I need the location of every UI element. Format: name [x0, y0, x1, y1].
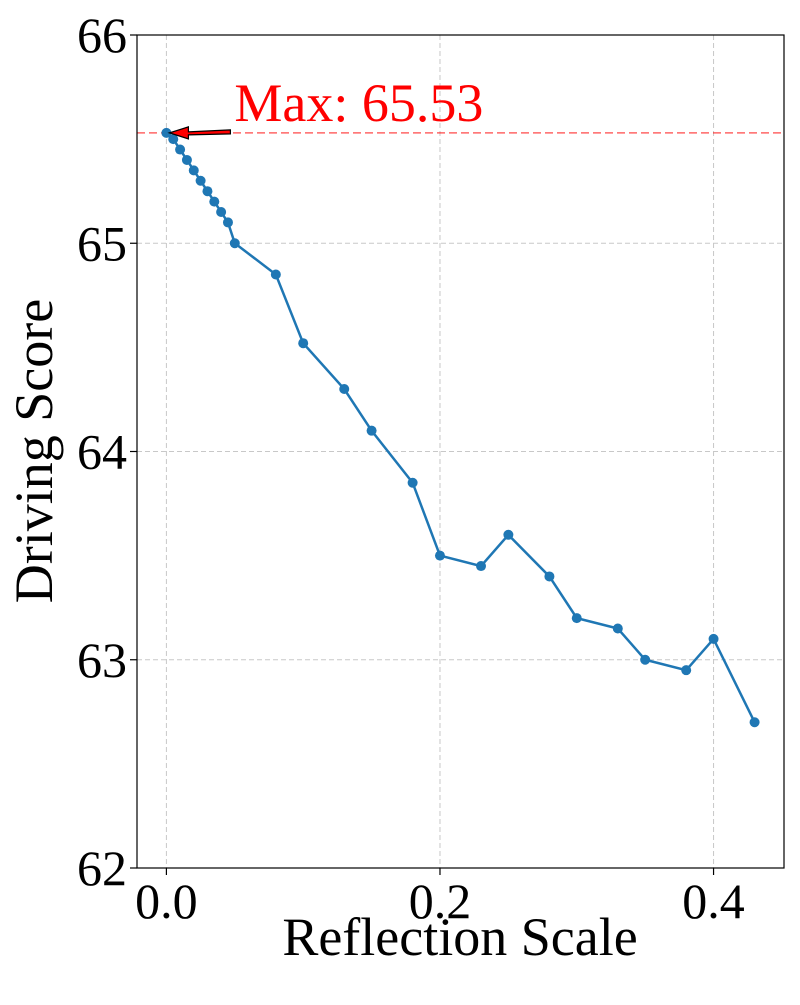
- data-point: [708, 633, 719, 644]
- x-tick-label: 0.0: [135, 873, 198, 929]
- data-point: [202, 186, 213, 197]
- data-point: [681, 665, 692, 676]
- data-point: [168, 134, 179, 145]
- data-point: [209, 196, 220, 207]
- data-point: [640, 654, 651, 665]
- data-point: [195, 175, 206, 186]
- data-point: [216, 207, 227, 218]
- data-point: [161, 127, 172, 138]
- data-point: [434, 550, 445, 561]
- data-point: [222, 217, 233, 228]
- data-point: [366, 425, 377, 436]
- data-point: [339, 384, 350, 395]
- data-point: [749, 717, 760, 728]
- x-tick-label: 0.2: [409, 873, 472, 929]
- data-point: [407, 477, 418, 488]
- data-point: [270, 269, 281, 280]
- data-point: [544, 571, 555, 582]
- data-point: [188, 165, 199, 176]
- data-line: [165, 131, 756, 723]
- data-point: [229, 238, 240, 249]
- y-tick-label: 62: [77, 840, 127, 896]
- y-tick-label: 66: [77, 7, 127, 63]
- data-point: [298, 338, 309, 349]
- data-point: [503, 529, 514, 540]
- data-point: [571, 613, 582, 624]
- plot-frame: [136, 34, 785, 869]
- data-point: [181, 154, 192, 165]
- data-point: [612, 623, 623, 634]
- annotation-arrow: [167, 126, 232, 140]
- x-axis-label: Reflection Scale: [282, 907, 637, 967]
- data-point: [476, 561, 487, 572]
- x-tick-label: 0.4: [682, 873, 745, 929]
- annotation: Max: 65.53: [234, 73, 483, 133]
- y-tick-label: 63: [77, 632, 127, 688]
- y-axis-label: Driving Score: [4, 299, 64, 603]
- data-point: [175, 144, 186, 155]
- y-tick-label: 64: [77, 424, 127, 480]
- y-tick-label: 65: [77, 215, 127, 271]
